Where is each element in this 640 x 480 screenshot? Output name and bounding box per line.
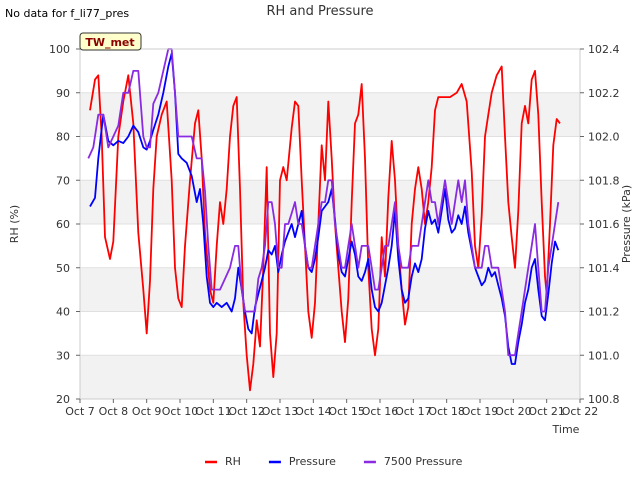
- y-tick-label: 90: [56, 87, 70, 100]
- grid-band: [80, 355, 580, 399]
- series-line-7500-pressure: [87, 48, 560, 357]
- site-badge: TW_met: [79, 32, 142, 51]
- y-axis-label: RH (%): [8, 205, 21, 243]
- y-tick-label: 50: [56, 262, 70, 275]
- site-badge-label: TW_met: [85, 36, 134, 49]
- x-tick-label: Oct 21: [528, 405, 565, 418]
- y-tick-label: 80: [56, 131, 70, 144]
- series-line-rh: [89, 65, 561, 392]
- site-badge-box: [79, 32, 142, 51]
- y2-tick-label: 101.6: [588, 218, 620, 231]
- y-tick-label: 60: [56, 218, 70, 231]
- x-tick-label: Oct 17: [395, 405, 432, 418]
- x-tick-label: Oct 10: [162, 405, 199, 418]
- y-tick-label: 100: [49, 43, 70, 56]
- x-tick-label: Oct 20: [495, 405, 532, 418]
- x-tick-label: Oct 11: [195, 405, 232, 418]
- chart-title: RH and Pressure: [266, 4, 374, 19]
- y-tick-label: 30: [56, 349, 70, 362]
- y2-axis-ticks: 100.8 101.0 101.2 101.4 101.6 101.8 102.0 102.2…: [580, 43, 620, 406]
- x-tick-label: Oct 15: [328, 405, 365, 418]
- x-tick-label: Oct 8: [99, 405, 129, 418]
- y2-tick-label: 102.4: [588, 43, 620, 56]
- y2-tick-label: 101.0: [588, 349, 620, 362]
- x-tick-label: Oct 12: [228, 405, 265, 418]
- x-axis-label: Time: [552, 423, 580, 436]
- series-line-pressure: [89, 52, 560, 365]
- series-lines: [87, 48, 561, 392]
- grid-band: [80, 180, 580, 224]
- y2-tick-label: 101.8: [588, 174, 620, 187]
- y-axis-ticks: 20 30 40 50 60 70 80 90 100: [49, 43, 80, 406]
- y-tick-label: 20: [56, 393, 70, 406]
- grid-band: [80, 267, 580, 312]
- x-tick-label: Oct 22: [562, 405, 599, 418]
- legend-label-7500-pressure: 7500 Pressure: [384, 455, 463, 468]
- grid-bands: [80, 92, 580, 399]
- y2-tick-label: 100.8: [588, 393, 620, 406]
- legend: RH Pressure 7500 Pressure: [205, 455, 463, 468]
- y2-axis-label: Pressure (kPa): [620, 185, 633, 263]
- y-tick-label: 70: [56, 174, 70, 187]
- legend-label-rh: RH: [225, 455, 241, 468]
- y2-tick-label: 101.4: [588, 262, 620, 275]
- x-tick-label: Oct 14: [295, 405, 332, 418]
- y2-tick-label: 102.0: [588, 131, 620, 144]
- x-tick-label: Oct 9: [132, 405, 162, 418]
- y-tick-label: 40: [56, 306, 70, 319]
- x-tick-label: Oct 18: [428, 405, 465, 418]
- legend-label-pressure: Pressure: [289, 455, 336, 468]
- y2-tick-label: 102.2: [588, 87, 620, 100]
- y2-tick-label: 101.2: [588, 306, 620, 319]
- no-data-message: No data for f_li77_pres: [5, 7, 130, 20]
- x-tick-label: Oct 19: [462, 405, 499, 418]
- x-tick-label: Oct 16: [362, 405, 399, 418]
- x-tick-label: Oct 13: [262, 405, 299, 418]
- x-tick-label: Oct 7: [65, 405, 95, 418]
